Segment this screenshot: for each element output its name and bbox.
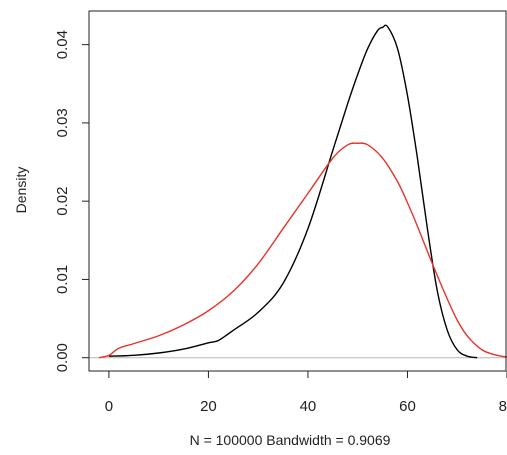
x-axis-label: N = 100000 Bandwidth = 0.9069 bbox=[190, 432, 391, 448]
plot-frame bbox=[88, 10, 507, 372]
y-tick-label: 0.02 bbox=[54, 187, 71, 216]
x-tick-label: 0 bbox=[105, 398, 113, 415]
density-line-2 bbox=[98, 142, 507, 359]
x-tick-label: 60 bbox=[399, 398, 416, 415]
y-axis-label: Density bbox=[13, 167, 29, 214]
y-tick-label: 0.04 bbox=[54, 30, 71, 59]
y-tick-label: 0.00 bbox=[54, 343, 71, 372]
x-tick-label: 40 bbox=[300, 398, 317, 415]
x-tick-label: 20 bbox=[200, 398, 217, 415]
y-tick-label: 0.03 bbox=[54, 108, 71, 137]
x-tick-label: 80 bbox=[499, 398, 507, 415]
y-tick-label: 0.01 bbox=[54, 265, 71, 294]
density-line-1 bbox=[108, 24, 478, 359]
